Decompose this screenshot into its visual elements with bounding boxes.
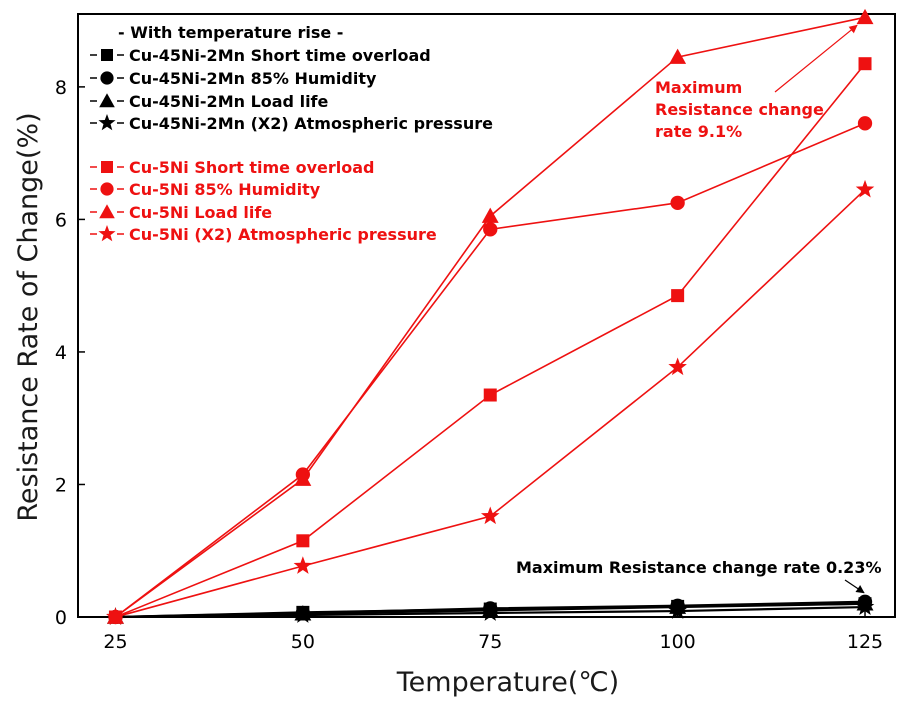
legend-label: Cu-45Ni-2Mn Short time overload — [129, 46, 431, 65]
y-axis-title: Resistance Rate of Change(%) — [13, 112, 44, 521]
legend-label: Cu-45Ni-2Mn 85% Humidity — [129, 69, 377, 88]
data-point — [480, 506, 500, 525]
legend-label: Cu-5Ni Short time overload — [129, 158, 374, 177]
legend-marker — [98, 225, 116, 242]
y-tick-label: 4 — [55, 342, 67, 364]
annotation-max-cu5ni: Maximum Resistance change rate 9.1% — [655, 24, 858, 141]
data-point — [480, 603, 500, 621]
y-tick-label: 2 — [55, 474, 67, 496]
data-point — [481, 207, 499, 223]
x-tick-label: 25 — [103, 631, 127, 653]
x-axis-title: Temperature(℃) — [396, 667, 619, 698]
legend-marker — [101, 49, 113, 61]
data-point — [294, 470, 312, 486]
annotation-text: Maximum Resistance change rate 0.23% — [516, 558, 881, 577]
annotation-text: Resistance change — [655, 100, 824, 119]
x-tick-label: 125 — [847, 631, 883, 653]
data-point — [670, 195, 685, 211]
data-point — [106, 607, 125, 625]
data-point — [296, 534, 310, 548]
annotation-arrow — [844, 579, 865, 594]
legend-item: Cu-45Ni-2Mn (X2) Atmospheric pressure — [90, 114, 493, 133]
legend-label: Cu-5Ni (X2) Atmospheric pressure — [129, 225, 437, 244]
legend-marker — [98, 114, 116, 131]
legend-item: Cu-5Ni (X2) Atmospheric pressure — [90, 225, 437, 244]
annotation-text: rate 9.1% — [655, 122, 742, 141]
legend-item: Cu-5Ni 85% Humidity — [90, 180, 321, 199]
legend-marker — [99, 204, 115, 219]
legend-label: Cu-45Ni-2Mn (X2) Atmospheric pressure — [129, 114, 493, 133]
series-cu5ni-triangle — [107, 8, 874, 624]
y-tick-label: 8 — [55, 77, 67, 99]
x-tick-label: 50 — [291, 631, 315, 653]
legend-label: Cu-5Ni Load life — [129, 203, 272, 222]
data-point — [855, 179, 875, 198]
y-tick-label: 0 — [55, 607, 67, 629]
data-point — [857, 116, 873, 131]
legend-item: Cu-5Ni Load life — [90, 203, 272, 222]
legend-heading: - With temperature rise - — [118, 23, 343, 42]
data-point — [668, 357, 687, 376]
legend-marker — [100, 182, 114, 196]
legend-item: Cu-45Ni-2Mn Short time overload — [90, 46, 431, 65]
data-point — [293, 556, 313, 574]
legend: - With temperature rise - Cu-45Ni-2Mn Sho… — [90, 23, 493, 244]
legend-label: Cu-45Ni-2Mn Load life — [129, 92, 329, 111]
annotation-text: Maximum — [655, 78, 742, 97]
legend-item: Cu-5Ni Short time overload — [90, 158, 374, 177]
legend-item: Cu-45Ni-2Mn 85% Humidity — [90, 69, 377, 88]
data-point — [858, 57, 872, 71]
legend-marker — [100, 71, 114, 85]
x-tick-label: 100 — [660, 631, 696, 653]
data-point — [855, 597, 875, 615]
series-line — [115, 189, 866, 618]
data-point — [293, 605, 313, 623]
x-tick-label: 75 — [478, 631, 502, 653]
series-cu5ni-star — [106, 179, 875, 625]
y-tick-label: 6 — [55, 209, 67, 231]
legend-item: Cu-45Ni-2Mn Load life — [90, 92, 329, 111]
legend-label: Cu-5Ni 85% Humidity — [129, 180, 321, 199]
data-point — [668, 601, 687, 619]
annotation-max-cu45ni2mn: Maximum Resistance change rate 0.23% — [516, 558, 881, 594]
data-point — [669, 48, 687, 64]
data-point — [483, 388, 497, 402]
data-point — [856, 8, 874, 25]
legend-marker — [101, 161, 113, 173]
legend-marker — [99, 93, 115, 108]
data-point — [483, 222, 498, 237]
data-point — [671, 289, 685, 303]
annotation-arrow — [774, 24, 858, 93]
